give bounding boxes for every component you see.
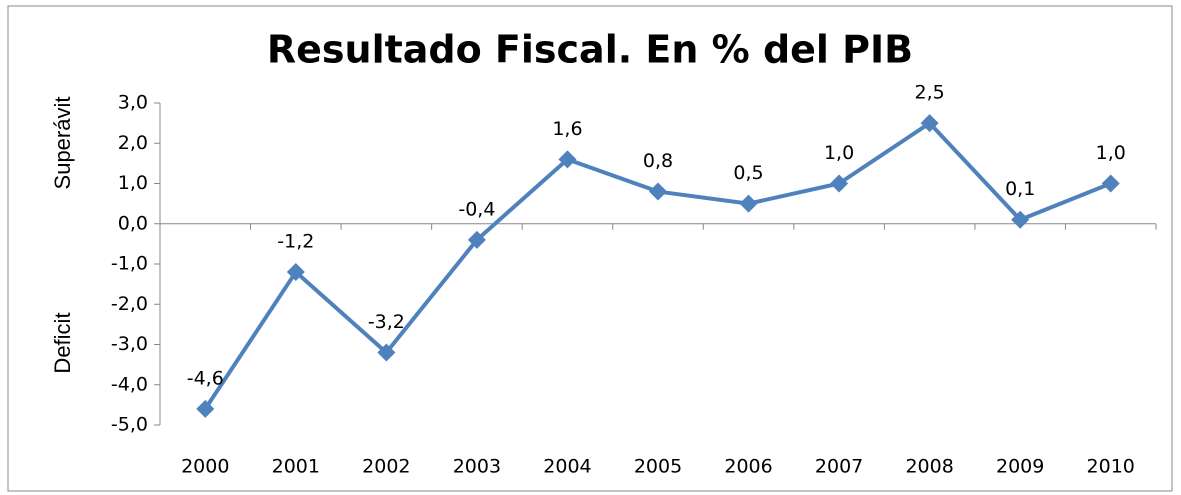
data-point [1011, 210, 1030, 229]
data-label: 1,0 [1096, 142, 1126, 164]
x-tick-label: 2003 [453, 456, 501, 478]
x-tick-label: 2008 [905, 456, 953, 478]
x-tick-label: 2006 [724, 456, 772, 478]
data-point [649, 182, 667, 201]
data-label: -3,2 [368, 311, 405, 333]
data-label: 2,5 [915, 82, 945, 104]
data-point [920, 114, 939, 133]
data-label: 1,6 [552, 118, 582, 140]
x-tick-label: 2007 [815, 456, 863, 478]
chart-title: Resultado Fiscal. En % del PIB [267, 28, 913, 72]
y-tick-label: 1,0 [118, 172, 148, 194]
y-tick-label: -5,0 [111, 414, 148, 436]
data-point [377, 343, 396, 362]
y-tick-label: 0,0 [118, 212, 148, 234]
data-point [830, 174, 849, 193]
y-tick-label: 3,0 [118, 92, 148, 114]
x-tick-label: 2005 [634, 456, 682, 478]
y-axis-label-negative: Deficit [50, 312, 75, 373]
data-point [558, 150, 577, 169]
x-tick-label: 2001 [272, 456, 320, 478]
data-label: 0,5 [733, 162, 763, 184]
y-tick-label: -3,0 [111, 333, 148, 355]
data-label: -4,6 [187, 367, 224, 389]
x-tick-label: 2009 [996, 456, 1044, 478]
y-axis-label-positive: Superávit [50, 97, 75, 190]
data-point [739, 194, 758, 213]
y-tick-label: -4,0 [111, 373, 148, 395]
data-point [196, 399, 215, 418]
data-point [467, 230, 486, 249]
y-tick-label: 2,0 [118, 132, 148, 154]
data-label: 0,1 [1005, 178, 1035, 200]
x-tick-label: 2002 [362, 456, 410, 478]
data-point [286, 263, 305, 282]
y-tick-label: -1,0 [111, 253, 148, 275]
data-point [1101, 174, 1120, 193]
chart-border [7, 5, 1173, 492]
data-label: -0,4 [458, 198, 495, 220]
data-label: 1,0 [824, 142, 854, 164]
y-tick-label: -2,0 [111, 293, 148, 315]
x-tick-label: 2010 [1087, 456, 1135, 478]
data-label: -1,2 [277, 231, 314, 253]
data-label: 0,8 [643, 150, 673, 172]
x-tick-label: 2000 [181, 456, 229, 478]
x-tick-label: 2004 [543, 456, 591, 478]
